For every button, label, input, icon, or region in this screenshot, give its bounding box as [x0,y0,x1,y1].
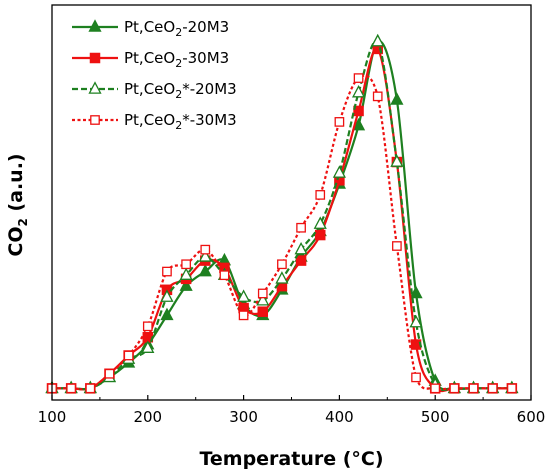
data-point [295,255,307,266]
data-point [410,339,422,350]
x-tick-label: 600 [517,408,546,426]
legend-item: Pt,CeO2*-30M3 [72,111,237,132]
legend-marker [88,81,102,94]
plot-content [45,33,519,394]
axis-ticks: 100 200 300 400 500 600 [38,395,546,426]
x-tick-label: 100 [38,408,67,426]
legend-label: Pt,CeO2-30M3 [124,49,229,70]
data-point [238,310,249,321]
data-point [392,241,402,251]
data-point [160,307,174,321]
data-point [372,91,383,102]
data-point [449,383,460,394]
x-axis-title: Temperature (°C) [199,448,383,470]
data-point [66,383,77,394]
legend-label: Pt,CeO2*-20M3 [124,80,237,101]
data-point [314,229,326,241]
data-point [257,288,268,299]
legend-label: Pt,CeO2*-30M3 [124,111,237,132]
data-point [353,73,364,83]
series-4 [47,73,517,394]
data-point [198,249,212,262]
series-2 [46,43,518,394]
series-line [52,39,512,392]
data-point [409,285,423,299]
data-point [409,314,423,328]
data-point [506,383,517,394]
legend-marker [89,52,101,64]
legend-label: Pt,CeO2-20M3 [124,18,229,39]
data-point [390,154,404,167]
data-point [275,271,289,284]
data-point [371,33,385,47]
data-point [123,350,134,361]
legend-item: Pt,CeO2-30M3 [72,49,229,70]
x-tick-label: 300 [229,408,258,426]
data-point [353,105,364,117]
data-point [313,216,327,229]
data-point [411,372,421,383]
data-point [296,222,306,233]
legend-marker [90,115,100,125]
legend: Pt,CeO2-20M3 Pt,CeO2-30M3 Pt,CeO2*-20M3 Pt,… [72,18,237,132]
data-point [85,383,96,394]
series-line [52,74,512,391]
data-point [142,321,153,332]
series-line [52,47,512,393]
data-point [141,340,155,353]
data-point [160,289,174,302]
series-line [52,40,512,391]
legend-item: Pt,CeO2*-20M3 [72,80,237,101]
y-axis-title: CO2 (a.u.) [5,153,30,256]
data-point [334,117,345,127]
x-tick-label: 400 [325,408,354,426]
x-tick-label: 500 [421,408,450,426]
data-point [390,92,404,105]
data-point [351,85,366,98]
x-tick-label: 200 [133,408,162,426]
data-point [430,383,441,394]
data-point [179,278,193,291]
data-point [315,190,326,200]
data-point [332,165,346,178]
data-point [200,244,211,255]
data-point [219,270,230,281]
data-point [237,289,251,302]
data-point [487,383,498,394]
data-point [179,267,193,280]
data-point [104,368,115,379]
legend-item: Pt,CeO2-20M3 [72,18,229,39]
legend-marker [88,19,102,32]
data-point [181,259,191,270]
data-point [468,383,479,394]
data-point [277,259,287,270]
data-point [162,266,172,277]
data-point [257,306,269,317]
data-point [256,293,270,306]
data-point [198,263,212,277]
data-point [294,241,308,255]
